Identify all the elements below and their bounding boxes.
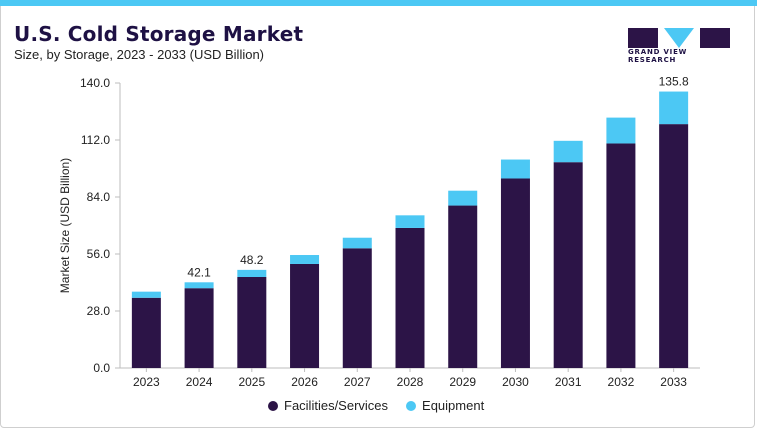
logo-text: GRAND VIEW RESEARCH xyxy=(628,48,688,64)
x-tick-label: 2032 xyxy=(608,375,635,389)
y-tick-label: 0.0 xyxy=(93,361,110,375)
grand-view-research-logo xyxy=(628,28,730,48)
data-label: 135.8 xyxy=(659,75,689,89)
bar-equipment xyxy=(553,140,583,163)
legend-dot-facilities xyxy=(268,400,278,411)
bar-equipment xyxy=(342,237,372,249)
bar-equipment xyxy=(606,117,636,144)
bar-facilities xyxy=(659,124,689,368)
bar-facilities xyxy=(500,178,530,368)
x-tick-label: 2030 xyxy=(502,375,529,389)
data-label: 42.1 xyxy=(187,265,211,279)
y-axis-label: Market Size (USD Billion) xyxy=(58,158,72,293)
bar-facilities xyxy=(448,205,478,368)
legend-label-facilities: Facilities/Services xyxy=(284,398,389,413)
legend-item-facilities: Facilities/Services xyxy=(268,398,388,413)
x-tick-label: 2033 xyxy=(660,375,687,389)
bar-facilities xyxy=(184,288,214,368)
bar-facilities xyxy=(606,143,636,368)
x-tick-label: 2024 xyxy=(186,375,213,389)
y-tick-label: 56.0 xyxy=(87,247,111,261)
legend-label-equipment: Equipment xyxy=(422,398,485,413)
bar-equipment xyxy=(184,282,214,289)
bar-facilities xyxy=(342,248,372,368)
chart-title: U.S. Cold Storage Market xyxy=(14,22,304,46)
bar-facilities xyxy=(131,297,161,368)
x-tick-label: 2023 xyxy=(133,375,160,389)
x-tick-label: 2025 xyxy=(238,375,265,389)
bar-equipment xyxy=(237,269,267,278)
bar-equipment xyxy=(131,291,161,298)
x-tick-label: 2029 xyxy=(449,375,476,389)
bar-equipment xyxy=(290,255,320,264)
x-tick-label: 2031 xyxy=(555,375,582,389)
x-tick-label: 2027 xyxy=(344,375,371,389)
data-label: 48.2 xyxy=(240,253,264,267)
x-tick-label: 2028 xyxy=(397,375,424,389)
bar-equipment xyxy=(659,91,689,125)
legend: Facilities/Services Equipment xyxy=(268,398,502,413)
chart-subtitle: Size, by Storage, 2023 - 2033 (USD Billi… xyxy=(14,47,265,62)
y-tick-label: 112.0 xyxy=(81,133,110,147)
bar-equipment xyxy=(448,190,478,206)
legend-item-equipment: Equipment xyxy=(406,398,484,413)
bar-equipment xyxy=(500,159,530,179)
legend-dot-equipment xyxy=(406,400,417,411)
y-tick-label: 140.0 xyxy=(80,76,110,90)
y-tick-label: 28.0 xyxy=(87,304,111,318)
bar-facilities xyxy=(395,227,425,368)
y-tick-label: 84.0 xyxy=(87,190,111,204)
bar-equipment xyxy=(395,215,425,228)
top-accent-bar xyxy=(0,0,757,6)
x-tick-label: 2026 xyxy=(291,375,318,389)
bar-facilities xyxy=(237,277,267,368)
bar-facilities xyxy=(290,263,320,368)
bar-facilities xyxy=(553,162,583,368)
